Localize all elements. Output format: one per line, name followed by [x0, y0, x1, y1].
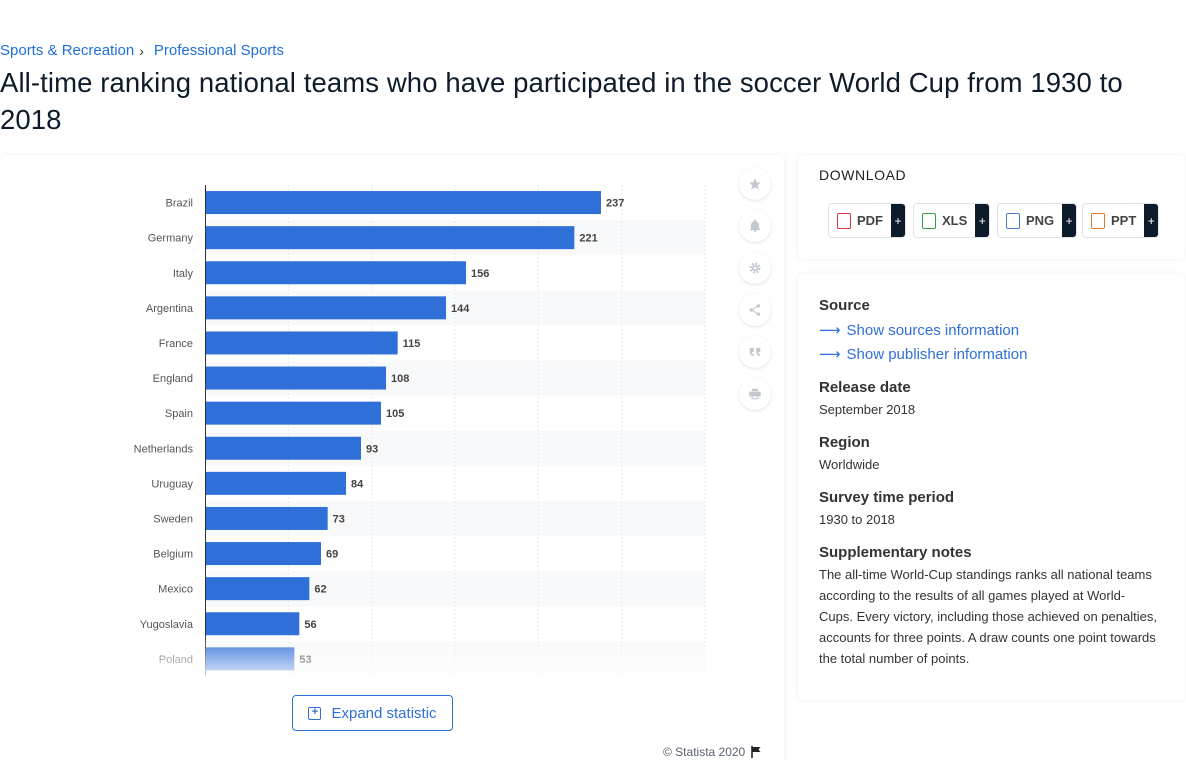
bar-germany[interactable]	[206, 226, 574, 249]
region-label: Region	[819, 434, 870, 451]
png-file-icon	[1006, 213, 1020, 229]
flag-icon[interactable]	[751, 746, 762, 758]
value-label: 105	[386, 408, 404, 420]
release-date-value: September 2018	[819, 402, 915, 417]
download-panel: DOWNLOAD PDF + XLS + PNG + PPT +	[798, 155, 1185, 259]
show-sources-link[interactable]: ⟶ Show sources information	[819, 321, 1019, 339]
breadcrumb-separator: ›	[139, 43, 144, 59]
category-label: Sweden	[153, 513, 193, 525]
breadcrumb: Sports & Recreation › Professional Sport…	[0, 42, 284, 59]
bar-france[interactable]	[206, 331, 398, 354]
category-label: Brazil	[165, 198, 193, 210]
bar-brazil[interactable]	[206, 191, 601, 214]
supplementary-notes-label: Supplementary notes	[819, 544, 972, 561]
bar-england[interactable]	[206, 367, 386, 390]
download-ppt-plus: +	[1144, 204, 1158, 237]
bar-italy[interactable]	[206, 261, 466, 284]
value-label: 84	[351, 478, 364, 490]
download-png-plus: +	[1062, 204, 1076, 237]
pdf-file-icon	[837, 213, 851, 229]
chart-tools	[739, 168, 771, 420]
expand-statistic-button[interactable]: + Expand statistic	[292, 695, 453, 731]
supplementary-notes-value: The all-time World-Cup standings ranks a…	[819, 564, 1159, 669]
bar-belgium[interactable]	[206, 542, 321, 565]
statistic-details: Source ⟶ Show sources information ⟶ Show…	[798, 274, 1185, 700]
download-ppt-label: PPT	[1111, 213, 1136, 228]
download-xls-button[interactable]: XLS +	[913, 203, 990, 238]
expand-statistic-label: Expand statistic	[331, 705, 436, 722]
value-label: 93	[366, 443, 378, 455]
share-icon[interactable]	[739, 294, 771, 326]
show-sources-label: Show sources information	[847, 322, 1020, 339]
category-label: Mexico	[158, 584, 193, 596]
value-label: 221	[579, 233, 597, 245]
bar-sweden[interactable]	[206, 507, 328, 530]
value-label: 62	[314, 584, 326, 596]
category-label: Argentina	[146, 303, 194, 315]
download-xls-plus: +	[975, 204, 989, 237]
category-label: Belgium	[153, 549, 193, 561]
bar-chart: Brazil 237 Germany 221 Italy 156 Argentina 144 F…	[0, 155, 784, 685]
bell-icon[interactable]	[739, 210, 771, 242]
download-pdf-button[interactable]: PDF +	[828, 203, 906, 238]
arrow-right-icon: ⟶	[819, 345, 841, 363]
bar-mexico[interactable]	[206, 577, 309, 600]
category-label: Netherlands	[134, 443, 194, 455]
category-label: Italy	[173, 268, 194, 280]
category-label: Spain	[165, 408, 193, 420]
bar-uruguay[interactable]	[206, 472, 346, 495]
category-label: Yugoslavia	[140, 619, 194, 631]
star-icon[interactable]	[739, 168, 771, 200]
download-pdf-label: PDF	[857, 213, 883, 228]
release-date-label: Release date	[819, 379, 911, 396]
category-label: France	[159, 338, 193, 350]
breadcrumb-link-sports-recreation[interactable]: Sports & Recreation	[0, 42, 134, 59]
source-label: Source	[819, 297, 870, 314]
region-value: Worldwide	[819, 457, 879, 472]
value-label: 69	[326, 549, 338, 561]
value-label: 73	[333, 513, 345, 525]
quote-icon[interactable]	[739, 336, 771, 368]
breadcrumb-link-professional-sports[interactable]: Professional Sports	[154, 42, 284, 59]
chart-card: Brazil 237 Germany 221 Italy 156 Argentina 144 F…	[0, 155, 784, 760]
survey-period-value: 1930 to 2018	[819, 512, 895, 527]
download-title: DOWNLOAD	[819, 167, 906, 183]
bar-spain[interactable]	[206, 402, 381, 425]
survey-period-label: Survey time period	[819, 489, 954, 506]
collapse-fade	[0, 633, 715, 678]
download-png-button[interactable]: PNG +	[997, 203, 1077, 238]
copyright-text: © Statista 2020	[663, 745, 745, 759]
value-label: 156	[471, 268, 489, 280]
gear-icon[interactable]	[739, 252, 771, 284]
value-label: 56	[304, 619, 316, 631]
download-pdf-plus: +	[891, 204, 905, 237]
print-icon[interactable]	[739, 378, 771, 410]
bar-argentina[interactable]	[206, 296, 446, 319]
category-label: Uruguay	[151, 478, 193, 490]
bar-netherlands[interactable]	[206, 437, 361, 460]
arrow-right-icon: ⟶	[819, 321, 841, 339]
value-label: 144	[451, 303, 470, 315]
category-label: Germany	[148, 233, 194, 245]
download-ppt-button[interactable]: PPT +	[1082, 203, 1159, 238]
expand-icon: +	[308, 707, 321, 720]
download-xls-label: XLS	[942, 213, 967, 228]
bar-yugoslavia[interactable]	[206, 612, 299, 635]
xls-file-icon	[922, 213, 936, 229]
value-label: 237	[606, 198, 624, 210]
copyright: © Statista 2020	[663, 745, 762, 759]
ppt-file-icon	[1091, 213, 1105, 229]
show-publisher-link[interactable]: ⟶ Show publisher information	[819, 345, 1027, 363]
category-label: England	[153, 373, 193, 385]
show-publisher-label: Show publisher information	[847, 346, 1028, 363]
value-label: 115	[403, 338, 421, 350]
download-png-label: PNG	[1026, 213, 1054, 228]
value-label: 108	[391, 373, 409, 385]
page-title: All-time ranking national teams who have…	[0, 64, 1180, 138]
